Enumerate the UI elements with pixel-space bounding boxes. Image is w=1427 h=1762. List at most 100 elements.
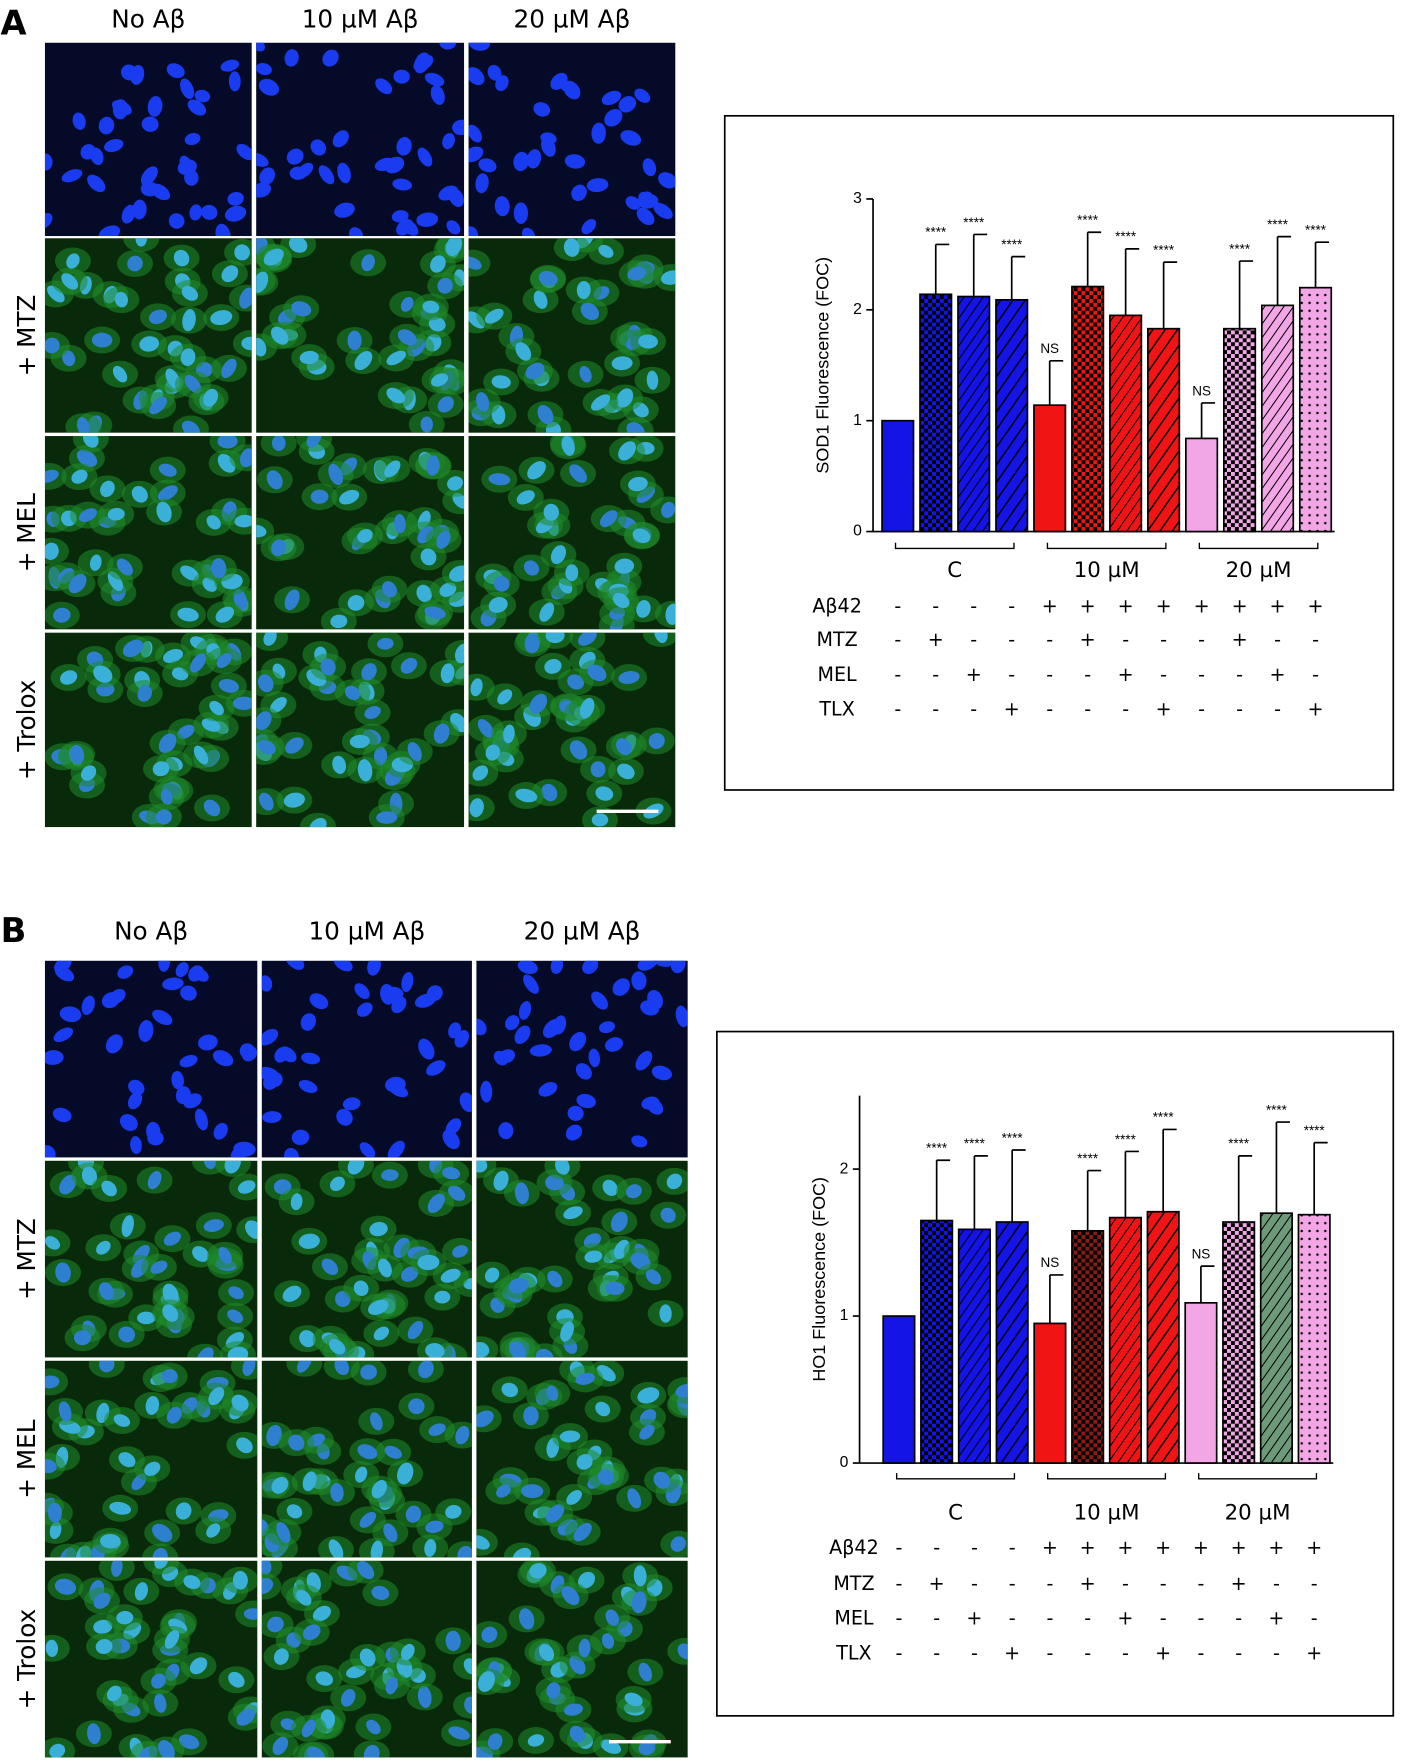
nucleus xyxy=(228,71,241,92)
nucleus xyxy=(227,191,244,206)
nucleus xyxy=(100,480,115,498)
nucleus xyxy=(397,329,417,346)
column-header: No Aβ xyxy=(114,917,188,946)
nucleus xyxy=(361,254,375,272)
group-label: 20 µM xyxy=(1225,1501,1291,1526)
micrograph xyxy=(256,42,465,237)
nucleus xyxy=(52,1107,72,1123)
nucleus xyxy=(487,64,502,81)
nucleus xyxy=(236,1708,256,1726)
treatment-sign: + xyxy=(1268,1536,1284,1559)
nucleus xyxy=(211,558,227,579)
nucleus xyxy=(587,664,607,682)
nucleus xyxy=(284,1147,299,1158)
nucleus xyxy=(127,1092,143,1110)
nucleus xyxy=(565,1124,583,1141)
nucleus xyxy=(560,1321,574,1342)
treatment-sign: + xyxy=(1080,1536,1096,1559)
nucleus xyxy=(256,42,265,52)
nucleus xyxy=(452,119,465,136)
nucleus xyxy=(426,985,443,1001)
nucleus xyxy=(236,143,252,161)
treatment-sign: + xyxy=(1080,1572,1096,1595)
treatment-sign: - xyxy=(933,1536,940,1559)
bar xyxy=(1071,1229,1105,1464)
cells xyxy=(44,632,252,828)
nucleus xyxy=(407,1320,424,1340)
bar xyxy=(920,1219,954,1464)
nucleus xyxy=(127,255,143,272)
nucleus xyxy=(677,1643,688,1660)
nucleus xyxy=(442,1167,461,1180)
nucleus xyxy=(455,1425,470,1445)
nucleus xyxy=(546,1682,561,1699)
nucleus xyxy=(616,388,634,408)
nucleus xyxy=(477,719,494,738)
nucleus xyxy=(391,996,407,1014)
nucleus xyxy=(44,1145,56,1158)
nucleus xyxy=(519,1608,535,1630)
micrograph xyxy=(261,960,472,1158)
nucleus xyxy=(493,576,510,592)
significance-label: **** xyxy=(1304,1123,1326,1138)
nucleus xyxy=(469,798,484,818)
nucleus xyxy=(386,387,406,404)
nucleus xyxy=(256,152,269,167)
treatment-sign: - xyxy=(971,1536,978,1559)
nucleus xyxy=(140,166,158,186)
cells xyxy=(44,1360,258,1558)
error-bar xyxy=(1276,235,1292,306)
cells xyxy=(468,632,676,828)
row-label: + Trolox xyxy=(12,680,41,781)
bar xyxy=(1147,327,1181,533)
nucleus xyxy=(378,1258,392,1278)
nucleus xyxy=(543,503,560,521)
nucleus xyxy=(476,1341,490,1358)
nucleus xyxy=(527,461,546,480)
nucleus xyxy=(370,1412,383,1431)
nucleus xyxy=(339,489,360,505)
treatment-sign: + xyxy=(1270,594,1286,617)
nucleus xyxy=(653,202,673,220)
nucleus xyxy=(329,1338,346,1355)
nucleus xyxy=(501,1382,519,1398)
nucleus xyxy=(442,133,455,150)
bar xyxy=(1109,314,1143,533)
treatment-sign: + xyxy=(929,1572,945,1595)
nucleus xyxy=(569,1031,587,1052)
nucleus xyxy=(61,273,79,290)
nucleus xyxy=(162,648,184,664)
nucleus xyxy=(286,148,304,165)
nucleus xyxy=(535,1348,554,1358)
treatment-sign: - xyxy=(895,1642,902,1665)
nucleus xyxy=(405,1505,422,1523)
nucleus xyxy=(578,1571,596,1589)
nucleus xyxy=(361,663,377,681)
nucleus xyxy=(567,1105,584,1121)
treatment-sign: - xyxy=(1311,1572,1318,1595)
cells xyxy=(261,1560,472,1758)
error-bar xyxy=(1086,231,1102,287)
nucleus xyxy=(547,1270,563,1288)
bar xyxy=(1033,1322,1067,1464)
bar xyxy=(1223,327,1257,533)
nucleus xyxy=(476,1535,490,1550)
treatment-sign: + xyxy=(928,628,944,651)
treatment-sign: - xyxy=(1046,1607,1053,1630)
nucleus xyxy=(454,643,465,664)
nucleus xyxy=(302,1471,317,1492)
y-tick-label: 2 xyxy=(840,1160,849,1177)
nucleus xyxy=(601,1633,615,1649)
nucleus xyxy=(270,326,289,345)
nucleus xyxy=(71,469,88,484)
micrograph xyxy=(476,1360,688,1558)
nucleus xyxy=(637,1387,660,1404)
nucleus xyxy=(563,80,581,100)
nucleus xyxy=(215,223,231,237)
nucleus xyxy=(231,1394,249,1412)
nucleus xyxy=(157,485,178,501)
nucleus xyxy=(310,139,327,156)
nucleus xyxy=(523,560,540,576)
nucleus xyxy=(299,350,319,365)
